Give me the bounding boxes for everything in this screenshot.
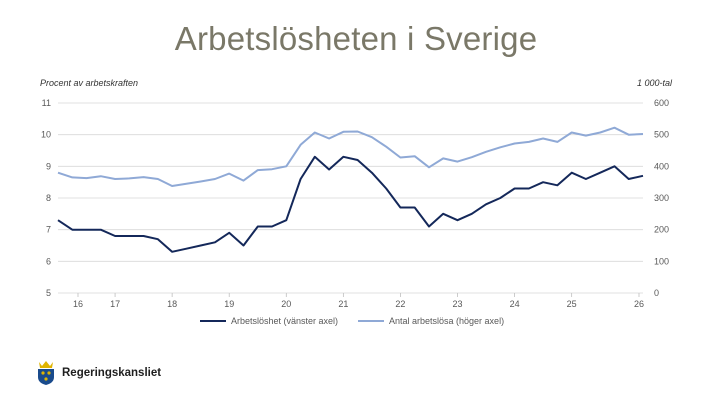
right-tick-label: 500 [654,130,669,140]
series-line-unemployed-count [58,128,643,186]
logo-text: Regeringskansliet [62,367,161,379]
x-tick-label: 16 [73,299,83,309]
x-tick-label: 19 [224,299,234,309]
x-tick-label: 17 [110,299,120,309]
left-tick-label: 5 [46,288,51,298]
legend-label: Antal arbetslösa (höger axel) [389,316,504,326]
left-tick-label: 11 [42,98,51,108]
x-tick-label: 24 [510,299,520,309]
right-tick-label: 300 [654,193,669,203]
left-tick-label: 7 [46,225,51,235]
right-tick-label: 400 [654,161,669,171]
x-tick-label: 23 [453,299,463,309]
right-tick-label: 600 [654,98,669,108]
left-tick-label: 6 [46,256,51,266]
x-tick-label: 21 [338,299,348,309]
x-tick-label: 26 [634,299,644,309]
left-tick-label: 8 [46,193,51,203]
right-tick-label: 200 [654,225,669,235]
legend-label: Arbetslöshet (vänster axel) [231,316,338,326]
left-tick-label: 9 [46,161,51,171]
series-line-unemployment-rate [58,157,643,252]
x-tick-label: 20 [281,299,291,309]
right-tick-label: 0 [654,288,659,298]
logo: Regeringskansliet [36,360,161,386]
right-tick-label: 100 [654,256,669,266]
x-tick-label: 25 [567,299,577,309]
x-tick-label: 22 [395,299,405,309]
x-tick-label: 18 [167,299,177,309]
left-tick-label: 10 [41,130,51,140]
crown-shield-icon [36,360,56,386]
